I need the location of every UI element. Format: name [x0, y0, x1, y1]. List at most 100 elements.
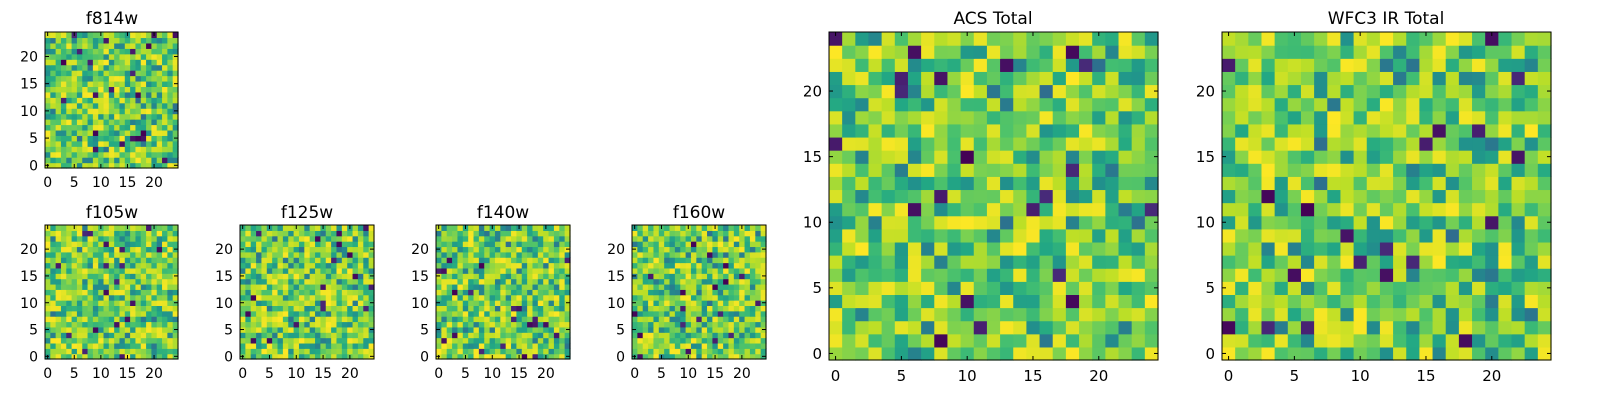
heatmap-cell	[282, 246, 289, 253]
heatmap-cell	[1026, 241, 1041, 256]
heatmap-cell	[658, 294, 665, 301]
heatmap-cell	[468, 251, 475, 258]
heatmap-cell	[336, 321, 343, 328]
heatmap-cell	[986, 281, 1001, 295]
heatmap-cell	[288, 273, 295, 280]
heatmap-cell	[505, 326, 512, 333]
heatmap-cell	[739, 283, 746, 290]
heatmap-cell	[521, 348, 528, 355]
heatmap-cell	[1524, 97, 1539, 112]
heatmap-cell	[674, 251, 681, 258]
heatmap-cell	[140, 140, 147, 147]
heatmap-cell	[119, 262, 126, 269]
heatmap-cell	[266, 278, 273, 285]
heatmap-cell	[712, 241, 719, 248]
heatmap-cell	[256, 289, 263, 296]
heatmap-cell	[1065, 215, 1080, 230]
heatmap-cell	[537, 332, 544, 339]
heatmap-cell	[103, 332, 110, 339]
heatmap-cell	[156, 235, 163, 242]
heatmap-cell	[921, 228, 935, 243]
heatmap-cell	[368, 267, 375, 274]
heatmap-cell	[331, 257, 338, 264]
heatmap-cell	[484, 310, 491, 317]
heatmap-cell	[151, 102, 158, 109]
heatmap-cell	[658, 289, 665, 296]
x-tick-label: 0	[43, 175, 52, 191]
heatmap-cell	[947, 228, 962, 243]
heatmap-cell	[1498, 268, 1513, 282]
heatmap-cell	[45, 267, 51, 274]
heatmap-cell	[548, 225, 555, 231]
heatmap-cell	[261, 273, 268, 280]
heatmap-cell	[1079, 176, 1093, 191]
heatmap-cell	[1131, 32, 1146, 46]
heatmap-cell	[130, 135, 137, 142]
heatmap-cell	[960, 333, 975, 348]
heatmap-cell	[1092, 110, 1106, 125]
heatmap-cell	[124, 119, 131, 126]
heatmap-cell	[653, 321, 660, 328]
heatmap-cell	[1235, 110, 1249, 125]
heatmap-cell	[1013, 241, 1027, 256]
heatmap-cell	[151, 300, 158, 306]
heatmap-cell	[632, 305, 638, 312]
heatmap-cell	[140, 262, 147, 269]
heatmap-cell	[98, 321, 105, 328]
heatmap-cell	[146, 235, 152, 242]
heatmap-cell	[60, 225, 67, 231]
heatmap-cell	[156, 257, 163, 264]
heatmap-cell	[98, 230, 105, 237]
heatmap-cell	[559, 300, 566, 306]
heatmap-cell	[250, 235, 257, 242]
heatmap-cell	[494, 278, 501, 285]
heatmap-cell	[135, 332, 142, 339]
heatmap-cell	[842, 228, 856, 243]
heatmap-cell	[114, 64, 121, 71]
heatmap-cell	[50, 294, 57, 301]
heatmap-cell	[1366, 176, 1381, 191]
heatmap-cell	[1052, 202, 1067, 217]
heatmap-cell	[1511, 110, 1526, 125]
heatmap-cell	[304, 326, 311, 333]
heatmap-cell	[162, 246, 168, 253]
heatmap-cell	[103, 97, 110, 104]
heatmap-cell	[331, 294, 338, 301]
heatmap-cell	[1013, 228, 1027, 243]
heatmap-cell	[452, 316, 459, 323]
heatmap-cell	[881, 255, 896, 269]
heatmap-cell	[156, 326, 163, 333]
heatmap-cell	[1393, 189, 1407, 204]
heatmap-cell	[1248, 281, 1263, 295]
heatmap-cell	[457, 305, 464, 312]
heatmap-cell	[341, 337, 348, 344]
heatmap-cell	[162, 241, 168, 248]
heatmap-cell	[739, 267, 746, 274]
heatmap-cell	[696, 289, 703, 296]
heatmap-cell	[315, 348, 321, 355]
x-tick-label: 15	[1416, 367, 1435, 385]
heatmap-cell	[60, 321, 67, 328]
heatmap-cell	[723, 257, 730, 264]
heatmap-cell	[124, 326, 131, 333]
heatmap-cell	[1314, 45, 1328, 59]
heatmap-cell	[130, 230, 137, 237]
heatmap-cell	[71, 337, 78, 344]
heatmap-cell	[1235, 123, 1249, 138]
heatmap-cell	[478, 241, 485, 248]
heatmap-cell	[1274, 202, 1289, 217]
heatmap-cell	[1498, 255, 1513, 269]
heatmap-cell	[87, 119, 94, 126]
heatmap-cell	[690, 262, 697, 269]
heatmap-cell	[521, 230, 528, 237]
heatmap-cell	[1537, 228, 1552, 243]
heatmap-cell	[744, 235, 751, 242]
heatmap-cell	[309, 326, 316, 333]
heatmap-cell	[156, 97, 163, 104]
heatmap-cell	[245, 316, 252, 323]
heatmap-cell	[1498, 45, 1513, 59]
heatmap-cell	[947, 333, 962, 348]
heatmap-cell	[1340, 176, 1355, 191]
heatmap-cell	[103, 102, 110, 109]
heatmap-cell	[532, 342, 539, 349]
